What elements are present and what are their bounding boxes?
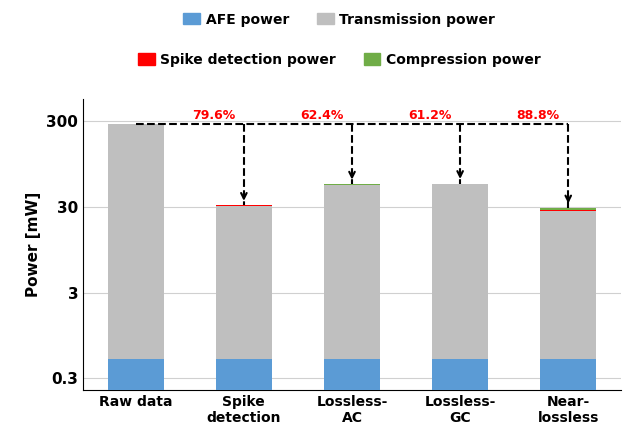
Text: 61.2%: 61.2% xyxy=(408,108,451,121)
Bar xyxy=(108,125,164,359)
Bar xyxy=(540,359,596,448)
Text: 79.6%: 79.6% xyxy=(192,108,236,121)
Bar xyxy=(324,185,380,359)
Bar xyxy=(216,206,272,359)
Legend: Spike detection power, Compression power: Spike detection power, Compression power xyxy=(132,47,546,73)
Bar xyxy=(540,208,596,210)
Bar xyxy=(540,211,596,359)
Bar xyxy=(432,184,488,359)
Bar xyxy=(108,359,164,448)
Text: 88.8%: 88.8% xyxy=(516,108,559,121)
Bar xyxy=(432,359,488,448)
Legend: AFE power, Transmission power: AFE power, Transmission power xyxy=(178,7,500,32)
Bar xyxy=(324,184,380,185)
Bar xyxy=(540,210,596,211)
Text: 62.4%: 62.4% xyxy=(300,108,343,121)
Bar xyxy=(324,359,380,448)
Y-axis label: Power [mW]: Power [mW] xyxy=(26,192,41,297)
Bar xyxy=(216,359,272,448)
